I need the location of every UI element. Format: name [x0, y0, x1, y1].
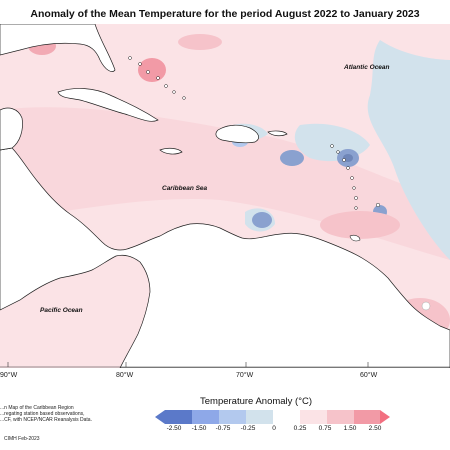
land-hispaniola: [215, 124, 259, 144]
land-puerto-rico: [267, 130, 288, 137]
legend-swatch: [219, 410, 246, 424]
legend-swatch: [354, 410, 380, 424]
legend-tick: 0: [272, 425, 276, 432]
legend-arrow-right: [380, 410, 390, 424]
guiana-dot: [421, 301, 431, 311]
legend-swatch: [192, 410, 219, 424]
land-cuba: [57, 88, 159, 122]
lesser-antilles: [330, 144, 381, 210]
legend-swatch: [327, 410, 354, 424]
warm-spot-central: [320, 211, 400, 239]
legend-tick: 2.50: [368, 425, 382, 432]
legend-tick: 1.50: [343, 425, 357, 432]
lon-label-60w: 60°W: [360, 372, 378, 379]
map-title: Anomaly of the Mean Temperature for the …: [30, 8, 420, 20]
legend-swatch: [300, 410, 327, 424]
label-pacific-ocean: Pacific Ocean: [40, 307, 83, 314]
land-north-america: [0, 24, 116, 72]
label-atlantic-ocean: Atlantic Ocean: [344, 64, 390, 71]
credit-line: ...n Map of the Caribbean Region: [0, 405, 74, 411]
cool-spot-1: [280, 150, 304, 166]
footer-code: CIMH Feb-2023: [4, 436, 40, 442]
cool-region-atlantic: [367, 40, 450, 260]
anomaly-map: [0, 24, 450, 368]
legend-title: Temperature Anomaly (°C): [200, 396, 313, 407]
warm-spot-bahamas: [138, 58, 166, 82]
map-credit: ...n Map of the Caribbean Region ...rega…: [0, 405, 110, 423]
legend-tick: -0.25: [240, 425, 256, 432]
bahamas-islands: [128, 56, 186, 100]
legend-tick: 0.25: [293, 425, 307, 432]
land-central-south-america: [0, 147, 450, 368]
legend-arrow-left: [155, 410, 165, 424]
legend-tick: -0.75: [215, 425, 231, 432]
legend-tick: 0.75: [318, 425, 332, 432]
legend-colorbar: [155, 410, 390, 424]
legend-swatch: [165, 410, 192, 424]
lon-label-80w: 80°W: [116, 372, 134, 379]
cool-spot-3: [252, 212, 272, 228]
warm-spot-atlantic-n: [178, 34, 222, 50]
land-trinidad: [349, 234, 361, 242]
credit-line: ...regating station based observations,: [0, 411, 85, 417]
legend-swatch: [273, 410, 300, 424]
land-yucatan: [0, 107, 23, 151]
legend-tick: -1.50: [191, 425, 207, 432]
credit-line: ...CF, with NCEP/NCAR Reanalysis Data.: [0, 417, 92, 423]
label-caribbean-sea: Caribbean Sea: [162, 185, 208, 192]
legend-swatch: [246, 410, 273, 424]
land-jamaica: [159, 147, 183, 155]
lon-label-70w: 70°W: [236, 372, 254, 379]
legend-tick: -2.50: [166, 425, 182, 432]
lon-label-90w: 90°W: [0, 372, 18, 379]
